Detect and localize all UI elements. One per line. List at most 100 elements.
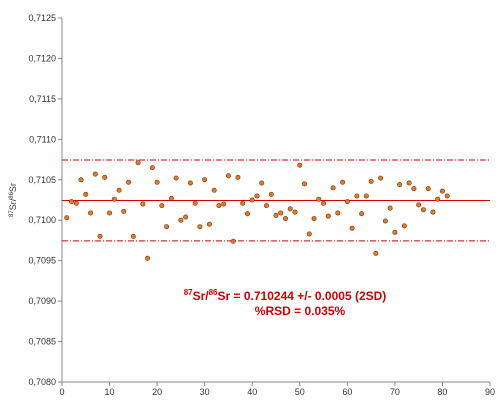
point [216,203,222,209]
point [292,209,298,215]
point [197,224,203,230]
point [183,214,189,220]
point [154,179,160,185]
point [420,207,426,213]
point [145,255,151,261]
point [316,196,322,202]
point [159,203,165,209]
point [230,238,236,244]
point [149,165,155,171]
point [263,203,269,209]
point [435,196,441,202]
y-tick-label: 0,7110 [29,134,56,144]
point [297,162,303,168]
point [164,224,170,230]
x-tick-label: 30 [200,387,210,397]
annotation: 87Sr/86Sr = 0.710244 +/- 0.0005 (2SD) [184,288,387,303]
point [354,193,360,199]
x-tick-label: 0 [59,387,64,397]
point [425,186,431,192]
point [387,205,393,211]
y-tick-label: 0,7120 [28,53,56,63]
point [306,231,312,237]
x-tick-label: 20 [152,387,162,397]
point [116,187,122,193]
point [225,173,231,179]
point [92,171,98,177]
y-tick-label: 0,7080 [28,377,56,387]
point [249,197,255,203]
point [444,193,450,199]
point [368,178,374,184]
y-axis-label: 87Sr/86Sr [8,183,18,217]
point [359,211,365,217]
point [439,188,445,194]
y-tick-label: 0,7095 [28,256,56,266]
point [140,201,146,207]
point [88,210,94,216]
y-tick-label: 0,7090 [28,296,56,306]
point [416,202,422,208]
point [97,233,103,239]
point [178,217,184,223]
point [278,210,284,216]
point [78,177,84,183]
point [135,160,141,166]
y-tick-label: 0,7125 [28,13,56,23]
x-tick-label: 10 [105,387,115,397]
point [244,211,250,217]
point [240,200,246,206]
point [287,206,293,212]
point [102,174,108,180]
point [378,175,384,181]
point [373,250,379,256]
point [206,221,212,227]
point [173,175,179,181]
point [235,174,241,180]
point [111,196,117,202]
point [311,216,317,222]
y-tick-label: 0,7100 [28,215,56,225]
x-tick-label: 60 [342,387,352,397]
point [401,223,407,229]
point [325,213,331,219]
point [283,216,289,222]
x-tick-label: 70 [390,387,400,397]
point [126,179,132,185]
point [187,180,193,186]
point [83,191,89,197]
point [211,187,217,193]
y-tick-label: 0,7085 [28,337,56,347]
x-tick-label: 50 [295,387,305,397]
y-tick-label: 0,7105 [28,175,56,185]
point [340,179,346,185]
point [382,218,388,224]
point [121,208,127,214]
point [254,193,260,199]
point [268,191,274,197]
point [302,181,308,187]
point [349,225,355,231]
point [406,180,412,186]
x-tick-label: 40 [247,387,257,397]
point [392,229,398,235]
point [335,210,341,216]
point [344,199,350,205]
point [64,215,70,221]
point [221,201,227,207]
point [130,233,136,239]
point [430,209,436,215]
point [168,195,174,201]
point [259,180,265,186]
point [411,186,417,192]
point [107,210,113,216]
y-tick-label: 0,7115 [29,94,56,104]
x-tick-label: 90 [485,387,495,397]
point [397,182,403,188]
point [330,185,336,191]
x-tick-label: 80 [437,387,447,397]
point [73,200,79,206]
annotation: %RSD = 0.035% [255,304,346,318]
point [321,200,327,206]
